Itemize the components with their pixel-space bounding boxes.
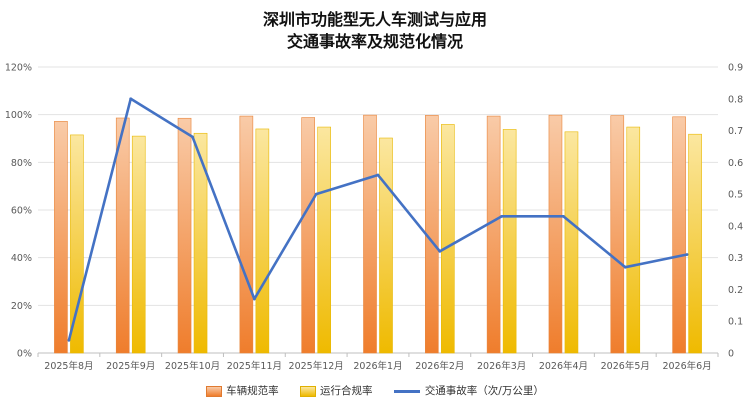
y-left-tick-label: 60%: [11, 206, 32, 217]
bar-operation-compliance: [379, 137, 393, 354]
legend: 车辆规范率 运行合规率 交通事故率（次/万公里）: [0, 383, 750, 398]
legend-item-accident[interactable]: 交通事故率（次/万公里）: [393, 383, 544, 398]
accident-rate-point: [623, 265, 627, 269]
accident-rate-point: [438, 249, 442, 253]
y-left-tick-label: 20%: [11, 301, 32, 312]
axes: 0% 20% 40% 60% 80% 100% 120% 0 0.1 0.2 0.3 0.4 0.5 0.…: [5, 63, 743, 373]
x-tick-label: 2025年9月: [106, 360, 155, 372]
y-left-tick-label: 80%: [11, 158, 32, 169]
bar-operation-compliance: [70, 134, 84, 354]
bar-vehicle-compliance: [115, 117, 130, 354]
bar-vehicle-compliance: [548, 114, 563, 354]
bar-operation-compliance: [564, 131, 579, 354]
legend-label: 交通事故率（次/万公里）: [424, 385, 544, 397]
legend-swatch-yellow: [299, 385, 316, 397]
legend-item-operation[interactable]: 运行合规率: [299, 383, 373, 398]
x-tick-label: 2026年5月: [601, 360, 650, 372]
gridlines: [38, 66, 718, 354]
bar-operation-compliance: [688, 133, 702, 354]
bar-vehicle-compliance: [301, 117, 315, 354]
legend-swatch-orange: [206, 385, 223, 397]
accident-rate-point: [252, 297, 256, 301]
x-tick-label: 2026年2月: [415, 360, 464, 372]
bar-operation-compliance: [193, 132, 208, 354]
accident-rate-line: [67, 97, 689, 342]
x-tick-label: 2026年6月: [662, 360, 711, 372]
accident-rate-point: [685, 253, 689, 256]
bar-vehicle-compliance: [610, 115, 625, 354]
x-tick-label: 2025年12月: [289, 360, 344, 372]
legend-label: 运行合规率: [319, 385, 373, 397]
bar-operation-compliance: [255, 128, 270, 354]
chart-subtitle: 交通事故率及规范化情况: [286, 32, 463, 51]
y-left-tick-label: 40%: [11, 253, 32, 264]
accident-rate-point: [500, 214, 504, 218]
x-tick-label: 2026年4月: [539, 360, 588, 372]
bar-operation-compliance: [317, 126, 331, 354]
bar-operation-compliance: [626, 126, 641, 354]
bar-vehicle-compliance: [177, 117, 192, 354]
y-right-tick-label: 0.1: [728, 317, 743, 328]
bar-vehicle-compliance: [672, 116, 686, 354]
x-tick-label: 2025年11月: [227, 360, 282, 372]
bar-vehicle-compliance: [486, 115, 501, 354]
y-right-tick-label: 0.5: [728, 190, 743, 201]
y-right-tick-label: 0.3: [728, 253, 743, 264]
accident-rate-point: [376, 173, 380, 177]
accident-rate-point: [191, 135, 194, 139]
y-right-tick-label: 0.6: [728, 158, 743, 169]
accident-rate-point: [314, 192, 318, 196]
accident-rate-point: [129, 97, 133, 101]
x-tick-label: 2025年10月: [165, 360, 220, 372]
y-right-tick-label: 0.4: [728, 221, 743, 232]
y-left-tick-label: 120%: [5, 63, 32, 74]
bar-operation-compliance: [502, 129, 517, 354]
bar-vehicle-compliance: [363, 114, 377, 354]
x-tick-label: 2025年8月: [44, 360, 93, 372]
y-right-tick-label: 0.8: [728, 94, 743, 105]
bar-operation-compliance: [131, 135, 146, 354]
chart-title: 深圳市功能型无人车测试与应用: [262, 10, 487, 29]
legend-line-blue: [393, 389, 420, 393]
accident-rate-polyline: [67, 97, 688, 341]
y-left-tick-label: 0%: [17, 349, 32, 360]
bar-operation-compliance: [441, 124, 455, 354]
bar-vehicle-compliance: [239, 115, 254, 354]
y-right-tick-label: 0.9: [728, 63, 743, 74]
bars: [54, 114, 702, 354]
legend-label: 车辆规范率: [226, 385, 279, 397]
y-left-tick-label: 100%: [5, 110, 32, 121]
legend-item-vehicle[interactable]: 车辆规范率: [206, 383, 279, 398]
accident-rate-point: [67, 338, 71, 342]
accident-rate-point: [562, 214, 565, 218]
y-right-tick-label: 0.7: [728, 126, 743, 137]
y-right-tick-label: 0.2: [728, 285, 743, 296]
x-tick-label: 2026年3月: [477, 360, 526, 372]
x-tick-label: 2026年1月: [353, 360, 402, 372]
y-right-tick-label: 0: [728, 349, 734, 360]
bar-vehicle-compliance: [54, 121, 68, 354]
